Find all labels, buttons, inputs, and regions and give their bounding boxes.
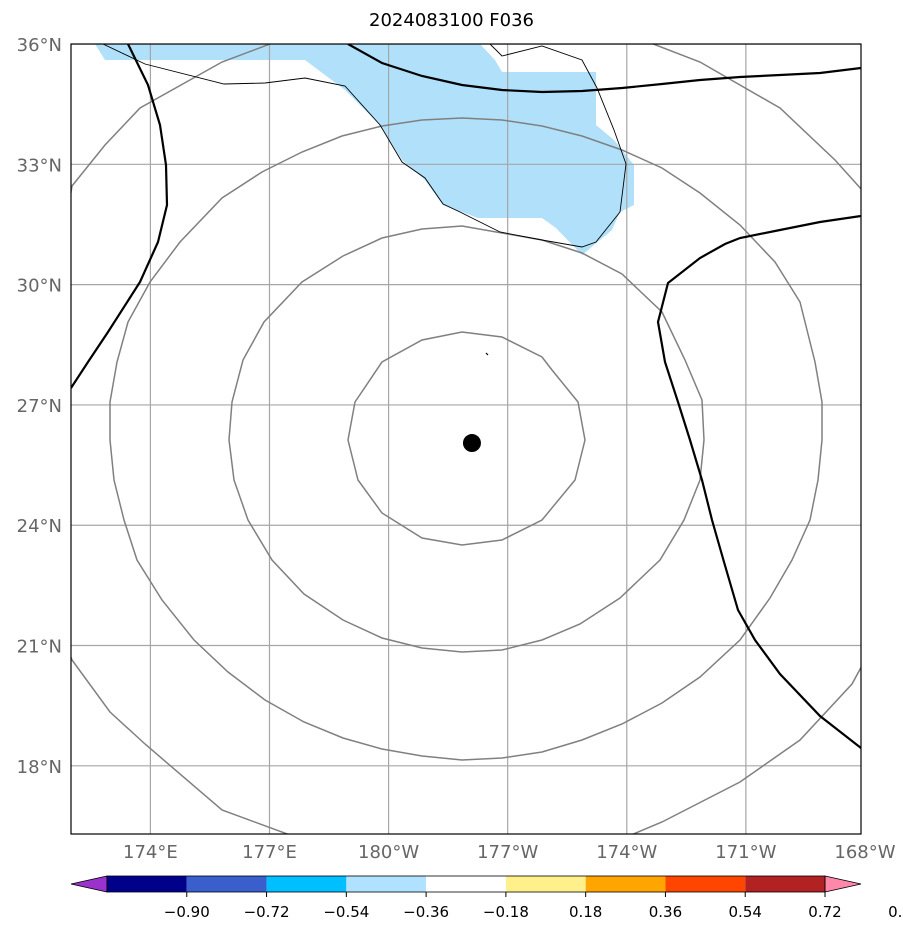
colorbar-tick-label: −0.18: [483, 903, 529, 921]
boundary-line-west: [71, 44, 169, 389]
lon-tick-label: 174°E: [123, 842, 178, 863]
boundary-line-east: [656, 214, 861, 749]
lon-tick-label: 168°W: [834, 842, 895, 863]
shaded-field-region: [95, 44, 634, 255]
colorbar-segment: [665, 876, 746, 892]
colorbar-segment: [505, 876, 586, 892]
colorbar-extend-high: [824, 875, 862, 893]
colorbar-segment: [346, 876, 427, 892]
colorbar-segment: [107, 876, 187, 892]
contour-ring-1: [347, 331, 586, 546]
colorbar-tick-label: −0.54: [323, 903, 369, 921]
lon-tick-label: 180°W: [358, 842, 419, 863]
colorbar-tick-label: 0.18: [569, 903, 602, 921]
contour-ring-4: [71, 44, 861, 834]
date-line-boundaries: [71, 44, 861, 749]
lat-tick-label: 27°N: [17, 396, 62, 417]
longitude-labels: 174°E 177°E 180°W 177°W 174°W 171°W 168°W: [123, 842, 896, 863]
contour-ring-3: [109, 117, 823, 761]
lon-tick-label: 171°W: [715, 842, 776, 863]
lat-tick-label: 24°N: [17, 516, 62, 537]
map-title: 2024083100 F036: [369, 10, 534, 31]
colorbar: −0.90 −0.72 −0.54 −0.36 −0.18 0.18 0.36 0.54 0.7…: [70, 875, 903, 921]
colorbar-tick-label: 0.90: [888, 903, 903, 921]
coastline-lines: [102, 44, 627, 248]
colorbar-tick-label: 0.36: [649, 903, 682, 921]
distance-contours: [71, 44, 861, 834]
storm-center-marker: [462, 434, 481, 453]
lat-tick-label: 30°N: [17, 276, 62, 297]
lat-tick-label: 21°N: [17, 637, 62, 658]
map-plot-area: [71, 44, 861, 834]
contour-ring-2: [228, 225, 705, 653]
lat-tick-label: 36°N: [17, 35, 62, 56]
lon-tick-label: 177°E: [242, 842, 297, 863]
latitude-labels: 36°N 33°N 30°N 27°N 24°N 21°N 18°N: [17, 35, 62, 778]
colorbar-segment: [585, 876, 666, 892]
map-gridlines: [71, 44, 861, 834]
colorbar-tick-label: −0.72: [244, 903, 290, 921]
colorbar-extend-low: [70, 875, 108, 893]
colorbar-segment: [266, 876, 347, 892]
colorbar-outline: [106, 875, 826, 893]
small-tick-mark: [485, 352, 489, 356]
colorbar-segment: [745, 876, 825, 892]
coastline-north-west: [102, 44, 627, 248]
lat-tick-label: 33°N: [17, 155, 62, 176]
colorbar-tick-label: 0.54: [729, 903, 762, 921]
lon-tick-label: 174°W: [596, 842, 657, 863]
boundary-line-north: [347, 44, 861, 94]
colorbar-segment: [426, 876, 506, 892]
colorbar-segment: [186, 876, 267, 892]
colorbar-tick-label: −0.90: [164, 903, 210, 921]
colorbar-tick-label: 0.72: [808, 903, 841, 921]
map-frame: [70, 43, 862, 835]
lon-tick-label: 177°W: [477, 842, 538, 863]
lat-tick-label: 18°N: [17, 757, 62, 778]
colorbar-tick-label: −0.36: [403, 903, 449, 921]
